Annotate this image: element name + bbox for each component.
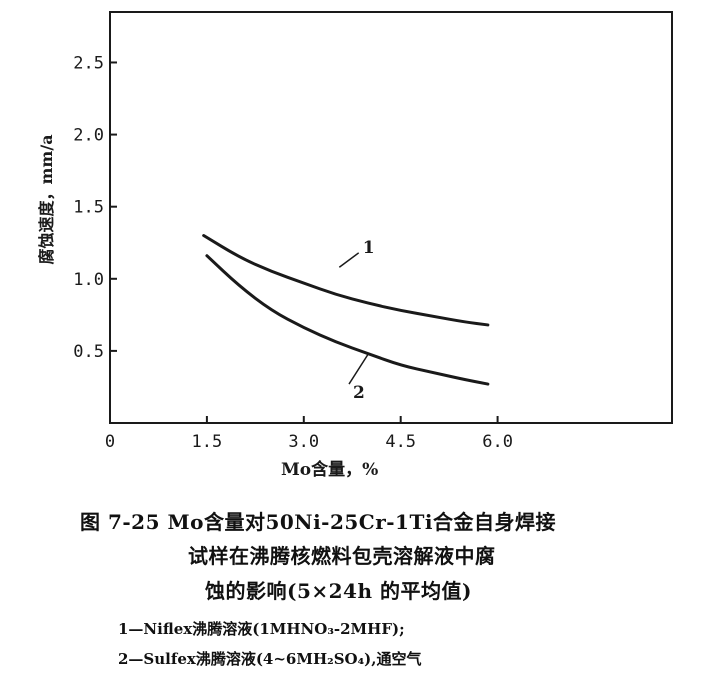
y-tick-label: 1.0 — [73, 270, 104, 290]
x-tick-label: 1.5 — [192, 432, 223, 452]
series-line-2 — [205, 254, 490, 386]
y-tick-label: 2.5 — [73, 53, 104, 73]
chart: 0 1.5 3.0 4.5 6.00.51.01.52.02.5 12 Mo含量，%腐蚀… — [37, 11, 673, 480]
plot-frame — [109, 11, 673, 424]
axis-labels: Mo含量，% 腐蚀速度，mm/a — [37, 134, 378, 480]
figure-caption-note-2: 2—Sulfex沸腾溶液(4~6MH₂SO₄),通空气 — [118, 650, 422, 668]
figure-caption-note-1: 1—Niflex沸腾溶液(1MHNO₃-2MHF); — [118, 620, 405, 638]
x-axis-label: Mo含量，% — [281, 459, 378, 480]
y-tick-label: 1.5 — [73, 198, 104, 218]
plot-border — [109, 11, 673, 424]
series-label-1: 1 — [363, 238, 375, 258]
x-tick-label: 3.0 — [288, 432, 319, 452]
figure-caption-title-line2: 试样在沸腾核燃料包壳溶解液中腐 — [188, 544, 496, 568]
series-label-2: 2 — [353, 383, 365, 403]
x-tick-label: 6.0 — [482, 432, 513, 452]
figure-caption-title: 图 7-25 Mo含量对50Ni-25Cr-1Ti合金自身焊接 — [80, 510, 556, 534]
series-leader-2 — [348, 353, 370, 385]
axis-ticks: 0 1.5 3.0 4.5 6.0 0.5 1.0 1.5 2.0 2.5 — [73, 53, 513, 452]
y-tick-label: 0.5 — [73, 342, 104, 362]
series-line-1 — [202, 234, 490, 327]
series-lines: 12 — [202, 234, 490, 403]
x-tick-label: 0 — [105, 432, 115, 452]
figure-caption-title-line3: 蚀的影响(5×24h 的平均值) — [205, 579, 472, 603]
series-leader-1 — [338, 252, 360, 268]
y-tick-label: 2.0 — [73, 126, 104, 146]
x-tick-label: 4.5 — [385, 432, 416, 452]
y-axis-label: 腐蚀速度，mm/a — [37, 134, 56, 264]
